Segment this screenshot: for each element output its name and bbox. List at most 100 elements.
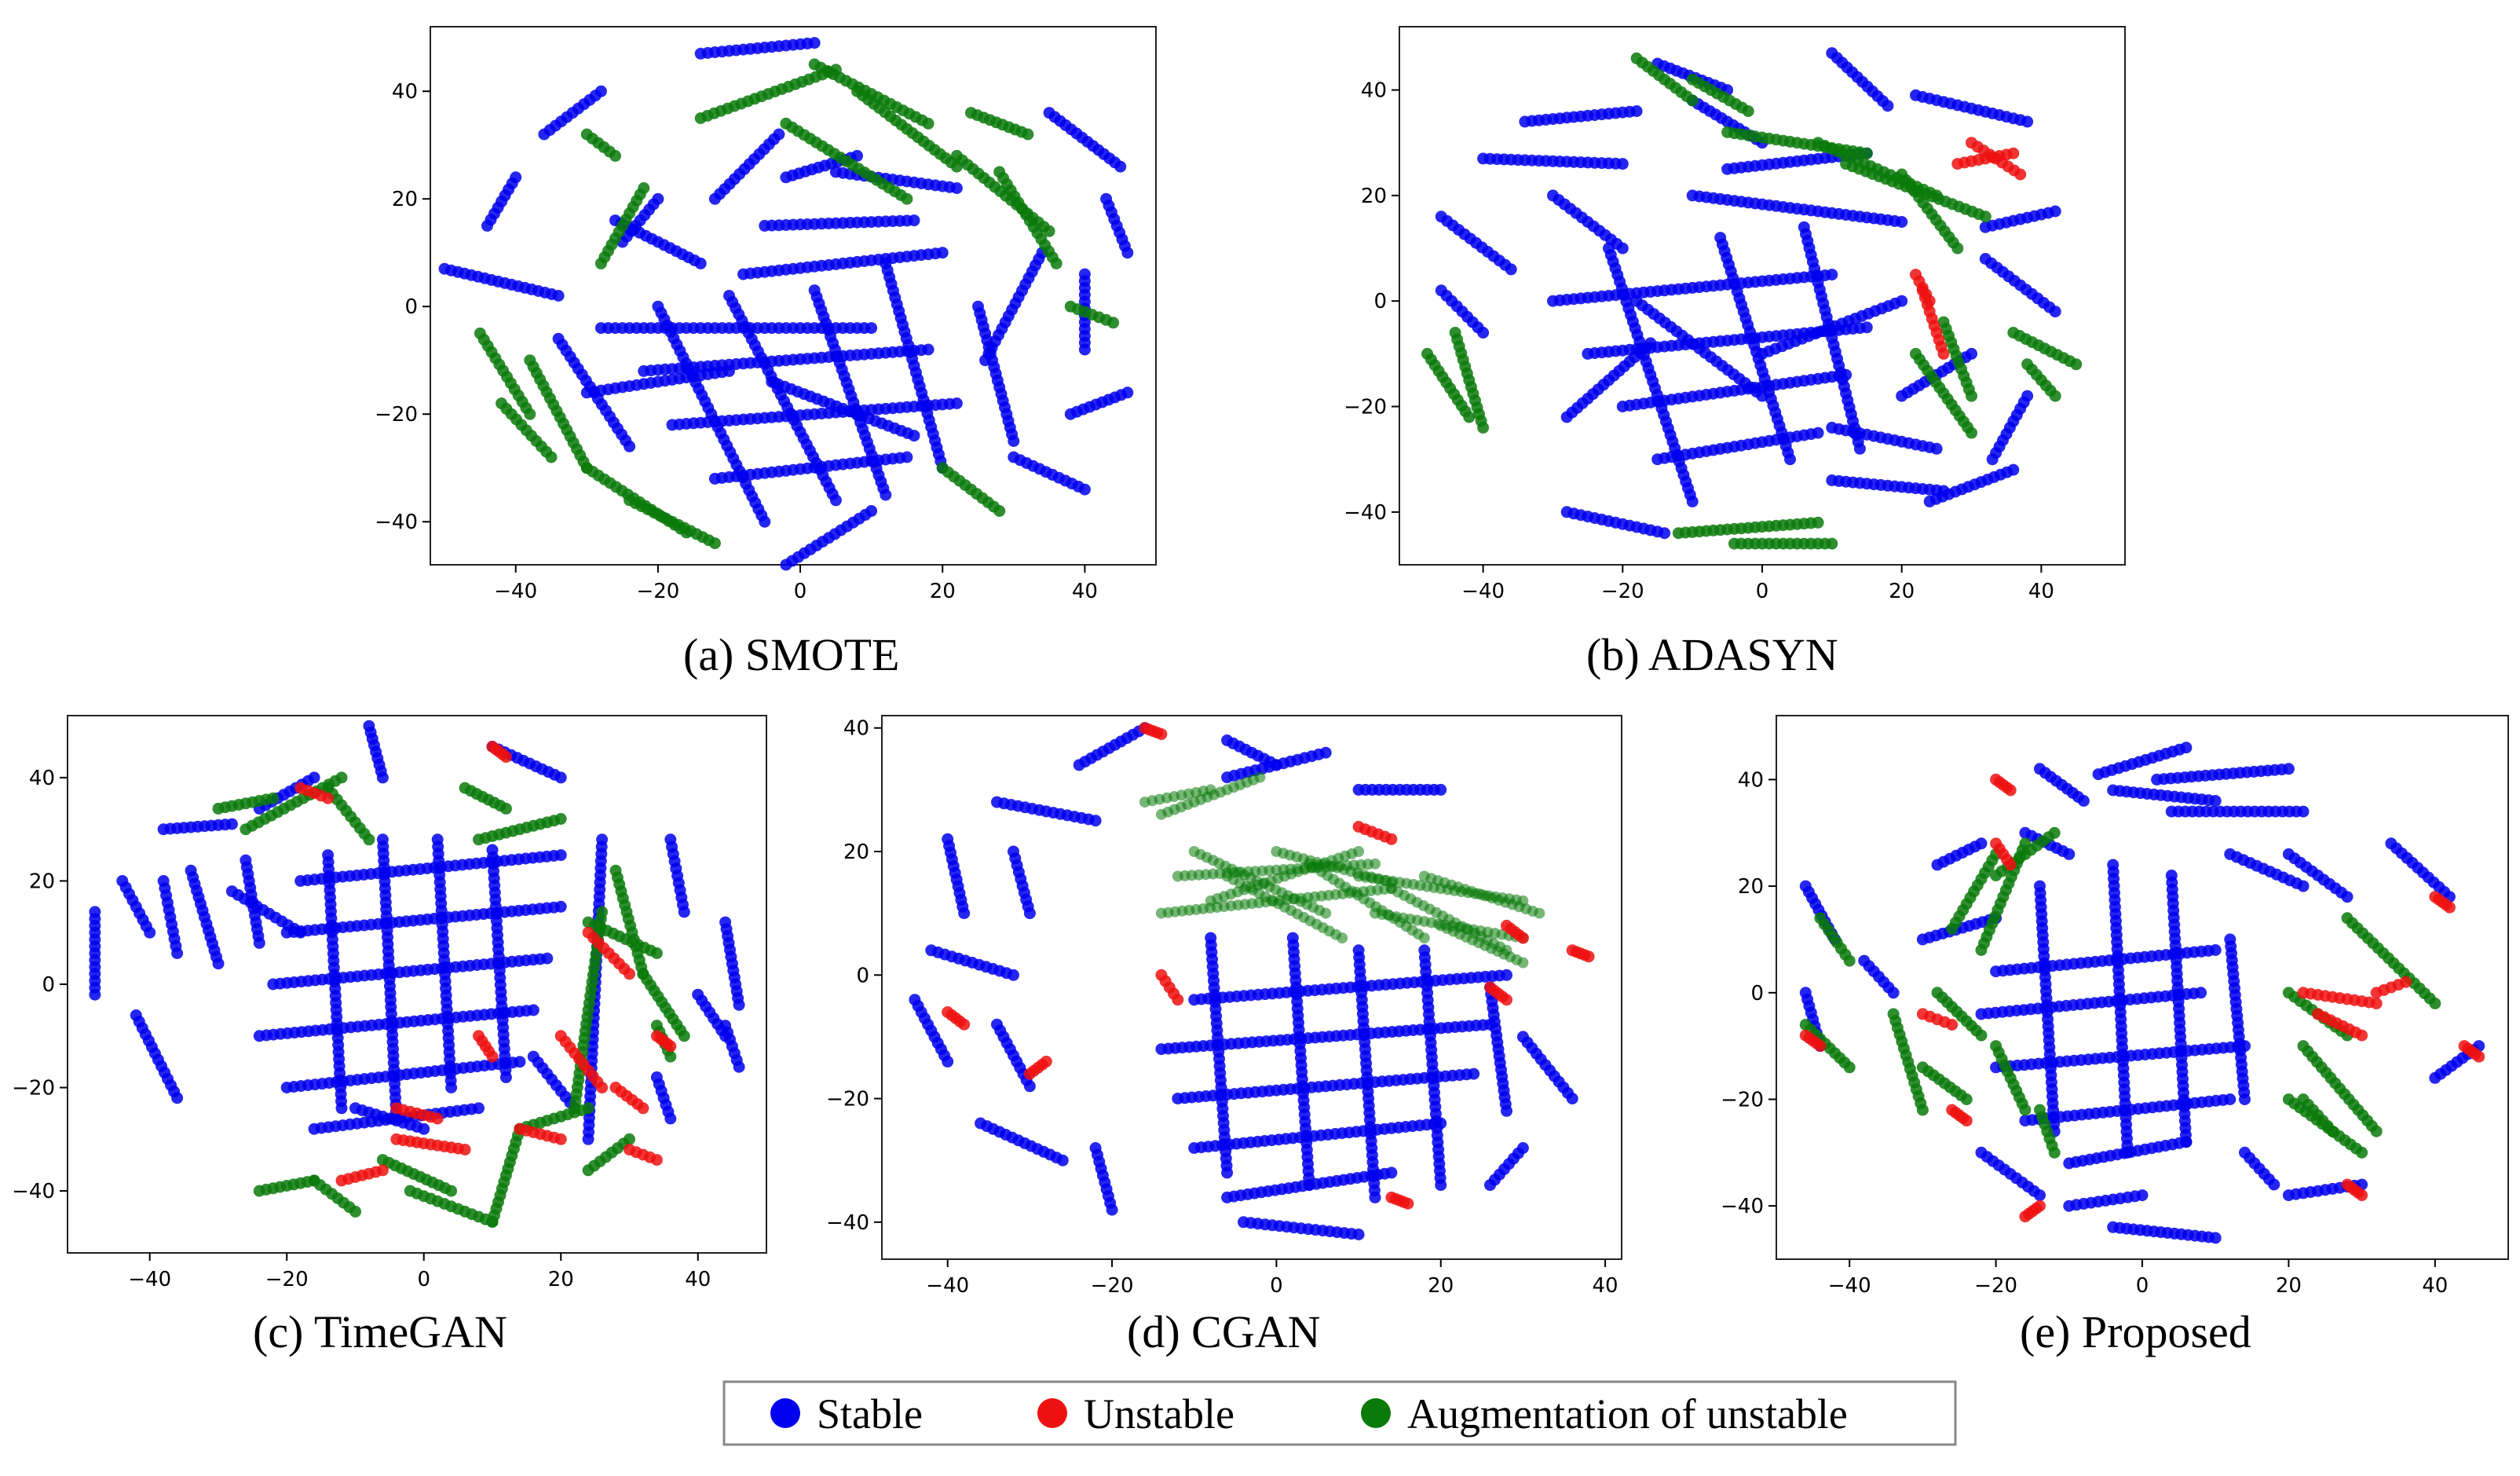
point-stable xyxy=(1812,427,1824,439)
point-stable xyxy=(554,849,567,862)
x-tick-label: −40 xyxy=(128,1268,171,1291)
point-augmentation-of-unstable xyxy=(554,813,567,825)
panel-d-cgan: −40 −20 0 20 40 −40 −20 0 20 40 (d) CGAN xyxy=(826,715,1622,1357)
x-tick-label: −20 xyxy=(1601,580,1644,603)
point-stable xyxy=(1078,343,1091,356)
y-tick-label: −40 xyxy=(1721,1195,1764,1218)
y-tick-label: −40 xyxy=(12,1180,55,1203)
point-augmentation-of-unstable xyxy=(1050,257,1062,269)
point-unstable xyxy=(1155,728,1168,741)
y-tick-label: 20 xyxy=(29,870,55,893)
point-augmentation-of-unstable xyxy=(335,771,348,784)
point-stable xyxy=(582,1133,594,1145)
point-augmentation-of-unstable xyxy=(524,408,536,420)
point-stable xyxy=(880,489,892,501)
point-stable xyxy=(2297,805,2310,818)
point-stable xyxy=(594,85,607,97)
point-stable xyxy=(1966,347,1977,360)
point-stable xyxy=(664,1112,677,1125)
point-augmentation-of-unstable xyxy=(1320,907,1332,919)
point-stable xyxy=(481,219,493,232)
x-tick-label: 20 xyxy=(548,1268,574,1291)
point-stable xyxy=(1616,242,1629,255)
y-tick-label: 0 xyxy=(1373,290,1387,313)
panel-caption: (a) SMOTE xyxy=(683,629,899,680)
point-stable xyxy=(1352,1229,1365,1240)
x-tick-label: 20 xyxy=(1889,580,1915,603)
point-stable xyxy=(851,149,863,162)
point-stable xyxy=(1975,837,1988,850)
point-stable xyxy=(2021,390,2034,402)
point-stable xyxy=(733,998,745,1011)
point-unstable xyxy=(431,1112,444,1125)
point-stable xyxy=(171,947,184,959)
point-augmentation-of-unstable xyxy=(1812,516,1824,529)
point-augmentation-of-unstable xyxy=(1975,1029,1988,1042)
y-tick-label: 20 xyxy=(1361,185,1387,208)
point-stable xyxy=(445,1082,458,1093)
point-augmentation-of-unstable xyxy=(499,802,512,815)
point-augmentation-of-unstable xyxy=(363,833,375,846)
point-stable xyxy=(541,952,554,965)
point-stable xyxy=(958,907,971,920)
point-unstable xyxy=(1937,347,1950,360)
point-augmentation-of-unstable xyxy=(678,1030,690,1042)
point-stable xyxy=(678,906,690,918)
point-stable xyxy=(1501,1104,1512,1117)
x-tick-label: 40 xyxy=(1072,580,1098,603)
y-tick-label: −20 xyxy=(12,1077,55,1101)
point-stable xyxy=(2297,880,2310,892)
point-unstable xyxy=(2370,997,2383,1009)
point-unstable xyxy=(650,1154,663,1167)
point-stable xyxy=(1468,1068,1480,1080)
point-stable xyxy=(2021,115,2034,128)
point-stable xyxy=(1501,969,1512,981)
point-unstable xyxy=(1814,1040,1827,1053)
point-stable xyxy=(1121,386,1134,399)
point-augmentation-of-unstable xyxy=(1517,957,1529,969)
point-stable xyxy=(1023,907,1036,920)
point-stable xyxy=(308,771,320,784)
panel-caption: (d) CGAN xyxy=(1127,1306,1320,1357)
legend-label-stable: Stable xyxy=(817,1390,923,1438)
x-tick-label: 40 xyxy=(2028,580,2054,603)
point-unstable xyxy=(376,1164,389,1177)
point-stable xyxy=(554,771,567,784)
point-augmentation-of-unstable xyxy=(1418,932,1430,944)
point-unstable xyxy=(499,751,512,764)
point-stable xyxy=(2209,944,2222,956)
y-tick-label: −20 xyxy=(1344,396,1387,419)
point-unstable xyxy=(1923,295,1936,307)
point-augmentation-of-unstable xyxy=(2070,358,2083,371)
point-stable xyxy=(473,1102,485,1115)
point-unstable xyxy=(2019,1210,2032,1223)
point-stable xyxy=(1106,1203,1118,1216)
legend-marker-stable xyxy=(770,1398,800,1428)
point-augmentation-of-unstable xyxy=(2356,1146,2368,1159)
point-unstable xyxy=(1172,994,1184,1006)
y-tick-label: 0 xyxy=(1750,982,1764,1005)
point-stable xyxy=(2136,1189,2149,1202)
point-unstable xyxy=(596,1082,609,1093)
y-tick-label: −40 xyxy=(375,511,418,534)
point-unstable xyxy=(322,792,335,804)
x-tick-label: 20 xyxy=(2276,1274,2302,1298)
point-augmentation-of-unstable xyxy=(1686,94,1699,107)
legend-label-unstable: Unstable xyxy=(1084,1390,1234,1438)
plot-frame xyxy=(881,715,1622,1260)
point-stable xyxy=(950,182,963,194)
panel-c-timegan: −40 −20 0 20 40 −40 −20 0 20 40 (c) TimeGAN xyxy=(12,715,767,1357)
point-unstable xyxy=(2007,147,2020,159)
point-stable xyxy=(1435,1179,1447,1192)
point-stable xyxy=(2224,1093,2237,1105)
point-unstable xyxy=(1946,1019,1959,1031)
point-stable xyxy=(294,926,307,939)
point-stable xyxy=(1853,442,1866,455)
scatter-marks xyxy=(89,720,745,1228)
point-stable xyxy=(1369,1191,1381,1203)
point-stable xyxy=(1882,100,1894,112)
point-stable xyxy=(2180,742,2193,754)
point-stable xyxy=(1659,527,1671,540)
point-unstable xyxy=(2014,168,2027,181)
point-stable xyxy=(499,1071,512,1083)
